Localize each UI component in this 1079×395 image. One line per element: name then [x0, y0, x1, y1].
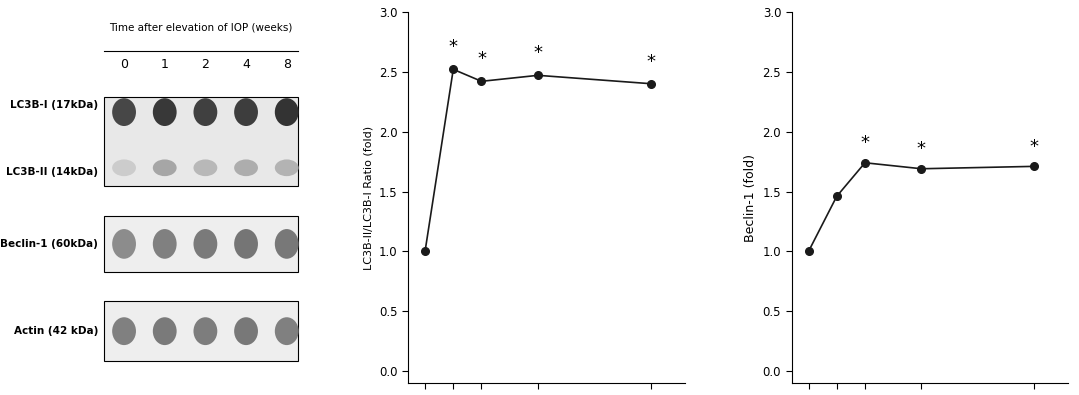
Ellipse shape	[234, 229, 258, 259]
Ellipse shape	[153, 98, 177, 126]
Ellipse shape	[112, 98, 136, 126]
Text: 8: 8	[283, 58, 290, 71]
Text: *: *	[449, 38, 457, 56]
Ellipse shape	[193, 98, 217, 126]
Text: 0: 0	[120, 58, 128, 71]
Ellipse shape	[153, 317, 177, 345]
Ellipse shape	[193, 229, 217, 259]
Ellipse shape	[112, 160, 136, 176]
Text: LC3B-I (17kDa): LC3B-I (17kDa)	[10, 100, 98, 110]
Ellipse shape	[193, 160, 217, 176]
Text: *: *	[477, 50, 486, 68]
Text: 2: 2	[202, 58, 209, 71]
Text: Beclin-1 (60kDa): Beclin-1 (60kDa)	[0, 239, 98, 249]
Ellipse shape	[112, 229, 136, 259]
Ellipse shape	[112, 317, 136, 345]
Y-axis label: Beclin-1 (fold): Beclin-1 (fold)	[745, 154, 757, 241]
Text: *: *	[646, 53, 655, 71]
Polygon shape	[104, 301, 298, 361]
Text: Time after elevation of IOP (weeks): Time after elevation of IOP (weeks)	[109, 23, 292, 33]
Text: LC3B-II (14kDa): LC3B-II (14kDa)	[5, 167, 98, 177]
Ellipse shape	[275, 229, 299, 259]
Ellipse shape	[234, 160, 258, 176]
Ellipse shape	[275, 98, 299, 126]
Text: *: *	[533, 44, 543, 62]
Ellipse shape	[275, 317, 299, 345]
Text: Actin (42 kDa): Actin (42 kDa)	[14, 326, 98, 336]
Text: 4: 4	[242, 58, 250, 71]
Text: *: *	[1029, 137, 1039, 156]
Ellipse shape	[275, 160, 299, 176]
Text: *: *	[860, 134, 870, 152]
Ellipse shape	[234, 98, 258, 126]
Y-axis label: LC3B-II/LC3B-I Ratio (fold): LC3B-II/LC3B-I Ratio (fold)	[364, 126, 373, 269]
Polygon shape	[104, 216, 298, 272]
Ellipse shape	[153, 160, 177, 176]
Polygon shape	[104, 97, 298, 186]
Ellipse shape	[153, 229, 177, 259]
Ellipse shape	[234, 317, 258, 345]
Text: 1: 1	[161, 58, 168, 71]
Ellipse shape	[193, 317, 217, 345]
Text: *: *	[917, 140, 926, 158]
